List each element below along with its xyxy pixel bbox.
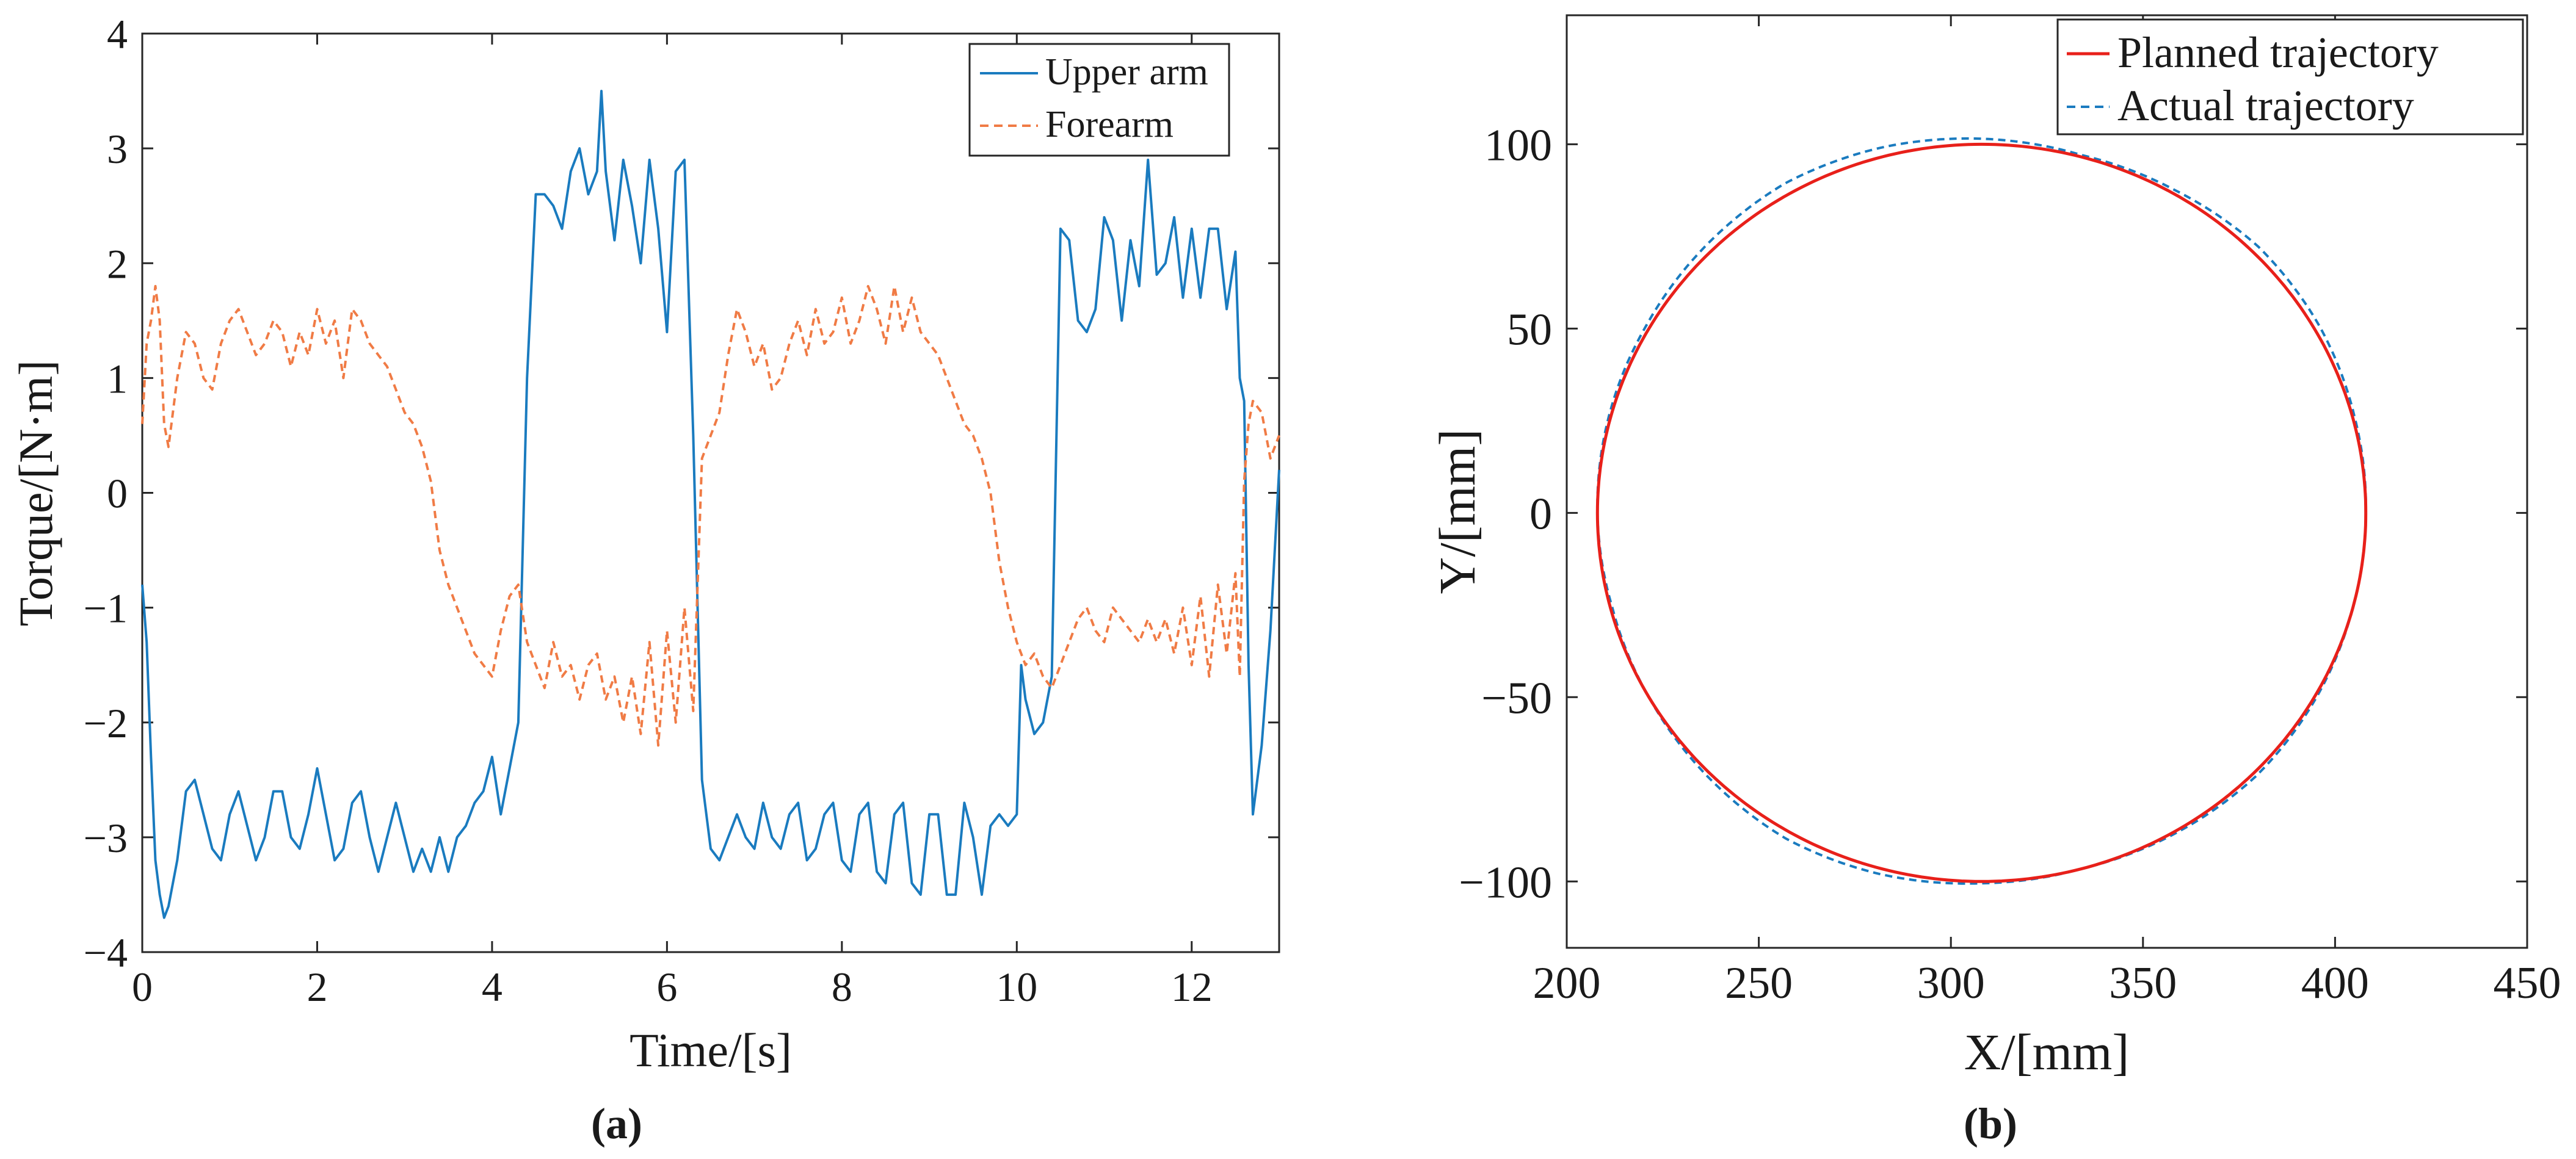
axis-ticks-b: 200 250 300 350 400 450 −100 −50 0 50 100 [1459, 15, 2561, 1008]
plot-area-a [141, 32, 1280, 953]
panel-b-trajectory-chart: 200 250 300 350 400 450 −100 −50 0 50 100 Planned … [1429, 14, 2561, 1148]
y-tick-label-a: 4 [107, 11, 128, 57]
legend-label-actual: Actual trajectory [2117, 81, 2414, 130]
y-tick-label-b: 100 [1484, 120, 1552, 170]
x-tick-label-a: 12 [1171, 964, 1213, 1010]
series-lines-a [141, 90, 1280, 919]
y-tick-label-a: 0 [107, 471, 128, 517]
x-tick-label-a: 4 [482, 964, 503, 1010]
x-tick-label-a: 10 [996, 964, 1037, 1010]
y-tick-label-a: 1 [107, 355, 128, 402]
y-tick-label-b: −50 [1481, 673, 1552, 723]
y-tick-label-a: −3 [84, 815, 128, 861]
legend-label-planned: Planned trajectory [2117, 28, 2439, 77]
x-tick-label-a: 2 [307, 964, 327, 1010]
series-line-forearm [141, 284, 1280, 747]
y-tick-label-a: 3 [107, 126, 128, 172]
panel-label-b: (b) [1964, 1099, 2017, 1148]
y-tick-label-b: −100 [1459, 858, 1552, 908]
series-line-planned-trajectory [1595, 142, 2368, 883]
x-tick-label-b: 250 [1725, 958, 1793, 1008]
y-tick-label-b: 50 [1507, 305, 1552, 355]
y-tick-label-b: 0 [1529, 489, 1552, 539]
panel-label-a: (a) [591, 1099, 642, 1148]
x-tick-label-b: 200 [1533, 958, 1601, 1008]
x-axis-label-b: X/[mm] [1964, 1024, 2130, 1081]
x-tick-label-b: 400 [2301, 958, 2369, 1008]
legend-box-a [968, 43, 1230, 157]
x-axis-label-a: Time/[s] [629, 1024, 792, 1077]
x-tick-label-a: 0 [132, 964, 153, 1010]
y-tick-label-a: 2 [107, 240, 128, 287]
legend-box-b [2056, 18, 2524, 135]
plot-area-b [1566, 14, 2528, 949]
legend-label-upper-arm: Upper arm [1045, 51, 1208, 93]
x-tick-label-b: 350 [2109, 958, 2177, 1008]
y-tick-label-a: −1 [84, 585, 128, 632]
y-tick-label-a: −4 [84, 930, 128, 976]
series-lines-b [1595, 137, 2368, 885]
legend-label-forearm: Forearm [1045, 104, 1174, 145]
x-tick-label-b: 300 [1917, 958, 1985, 1008]
legend-b: Planned trajectory Actual trajectory [2056, 18, 2524, 135]
y-axis-label-a: Torque/[N·m] [9, 360, 62, 626]
legend-a: Upper arm Forearm [968, 43, 1230, 157]
y-axis-label-b: Y/[mm] [1429, 429, 1486, 594]
y-tick-label-a: −2 [84, 700, 128, 746]
x-tick-label-b: 450 [2494, 958, 2561, 1008]
x-tick-label-a: 6 [656, 964, 677, 1010]
x-tick-label-a: 8 [832, 964, 852, 1010]
series-line-upper-arm [141, 90, 1280, 919]
